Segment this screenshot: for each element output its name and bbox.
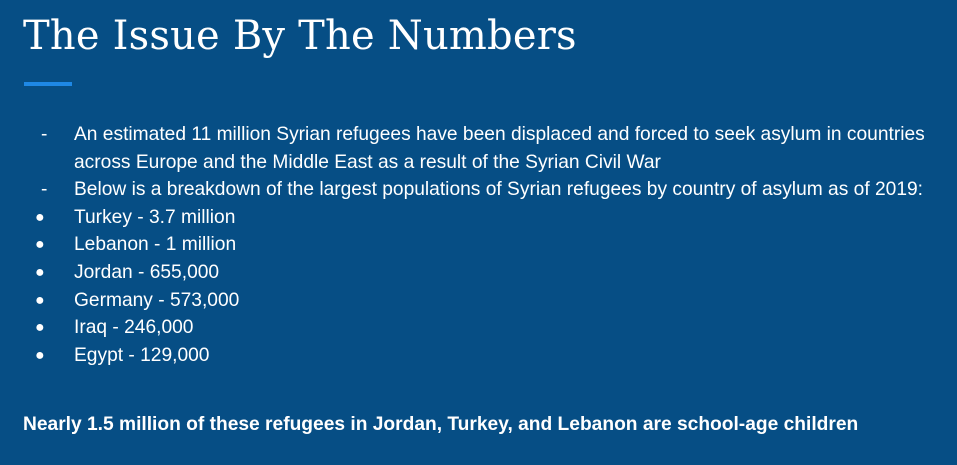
country-text: Iraq - 246,000 [74,317,194,339]
country-list-item: ● Turkey - 3.7 million [26,204,936,232]
country-text: Egypt - 129,000 [74,344,210,366]
list-item: - An estimated 11 million Syrian refugee… [26,121,936,176]
slide-title: The Issue By The Numbers [23,13,577,59]
country-text: Jordan - 655,000 [74,261,220,283]
country-list-item: ● Iraq - 246,000 [26,314,936,342]
country-text: Lebanon - 1 million [74,234,237,256]
list-item-text: An estimated 11 million Syrian refugees … [74,124,925,173]
list-item: - Below is a breakdown of the largest po… [26,176,936,204]
dash-marker: - [41,124,48,145]
dash-marker: - [41,179,48,201]
bullet-icon: ● [35,263,45,281]
bullet-icon: ● [35,346,45,364]
country-list-item: ● Germany - 573,000 [26,287,936,315]
title-accent-bar [24,82,72,86]
bullet-icon: ● [35,319,45,337]
country-text: Germany - 573,000 [74,289,240,311]
country-list-item: ● Egypt - 129,000 [26,342,936,370]
bullet-icon: ● [35,208,45,226]
country-text: Turkey - 3.7 million [74,206,236,228]
country-list-item: ● Jordan - 655,000 [26,259,936,287]
list-item-text: Below is a breakdown of the largest popu… [74,179,923,201]
refugee-facts-list: - An estimated 11 million Syrian refugee… [26,121,936,369]
bullet-icon: ● [35,291,45,309]
school-age-children-note: Nearly 1.5 million of these refugees in … [23,414,859,435]
country-list-item: ● Lebanon - 1 million [26,231,936,259]
bullet-icon: ● [35,236,45,254]
